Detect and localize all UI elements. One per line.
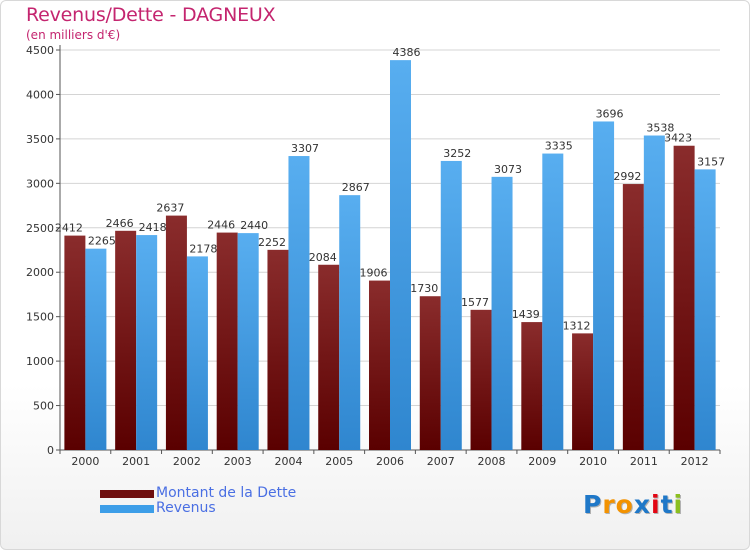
data-label-revenus: 2440 <box>240 219 268 232</box>
data-label-revenus: 3307 <box>291 142 319 155</box>
bar-dette <box>419 296 441 450</box>
chart-subtitle: (en milliers d'€) <box>26 28 121 42</box>
y-tick-label: 3500 <box>26 133 54 146</box>
logo-letter: t <box>660 490 674 519</box>
data-label-revenus: 4386 <box>393 46 421 59</box>
bar-revenus <box>694 169 716 450</box>
bar-dette <box>369 280 390 450</box>
y-tick-label: 2000 <box>26 266 54 279</box>
data-label-dette: 2992 <box>613 170 641 183</box>
bar-revenus <box>643 135 665 450</box>
bar-dette <box>318 264 340 450</box>
data-label-dette: 1906 <box>360 267 388 280</box>
x-tick-label: 2006 <box>376 455 404 468</box>
data-label-dette: 1312 <box>563 319 591 332</box>
bar-revenus <box>593 121 615 450</box>
data-label-revenus: 2418 <box>139 221 167 234</box>
bar-revenus <box>136 235 158 450</box>
bar-revenus <box>186 256 208 450</box>
data-label-dette: 1439 <box>512 308 540 321</box>
data-label-dette: 2252 <box>258 236 286 249</box>
x-tick-label: 2004 <box>274 455 302 468</box>
data-label-revenus: 3335 <box>545 140 573 153</box>
bar-revenus <box>491 176 513 450</box>
x-tick-label: 2003 <box>224 455 252 468</box>
data-label-dette: 2637 <box>156 202 184 215</box>
bar-revenus <box>339 195 361 450</box>
y-tick-label: 0 <box>47 444 54 457</box>
x-tick-label: 2000 <box>71 455 99 468</box>
bar-dette <box>673 145 695 450</box>
proxiti-logo: Proxiti <box>583 490 683 519</box>
data-label-revenus: 3157 <box>697 155 725 168</box>
x-tick-label: 2011 <box>630 455 658 468</box>
bar-dette <box>216 232 238 450</box>
data-label-dette: 2084 <box>309 251 337 264</box>
x-tick-label: 2005 <box>325 455 353 468</box>
bar-dette <box>572 333 594 450</box>
data-label-revenus: 3696 <box>596 107 624 120</box>
bar-dette <box>267 249 289 450</box>
data-label-revenus: 3073 <box>494 163 522 176</box>
legend: Montant de la Dette Revenus <box>100 486 296 516</box>
legend-label-dette: Montant de la Dette <box>156 485 297 501</box>
data-label-dette: 1577 <box>461 296 489 309</box>
logo-letter: i <box>673 490 684 519</box>
legend-label-revenus: Revenus <box>156 500 216 516</box>
logo-letter: r <box>602 490 616 519</box>
bar-revenus <box>440 160 462 450</box>
bar-revenus <box>288 156 310 451</box>
data-label-revenus: 2867 <box>342 181 370 194</box>
y-tick-label: 2500 <box>26 222 54 235</box>
data-label-revenus: 2265 <box>88 235 116 248</box>
x-tick-label: 2002 <box>173 455 201 468</box>
bar-revenus <box>85 248 107 450</box>
x-tick-label: 2009 <box>528 455 556 468</box>
bar-dette <box>622 184 644 451</box>
logo-letter: i <box>651 490 661 519</box>
legend-swatch-dette <box>100 489 154 498</box>
legend-item-dette: Montant de la Dette <box>100 486 296 501</box>
x-tick-label: 2012 <box>681 455 709 468</box>
chart-title: Revenus/Dette - DAGNEUX <box>26 4 276 26</box>
logo-letter: x <box>633 490 651 519</box>
data-label-dette: 3423 <box>664 132 692 145</box>
y-tick-label: 500 <box>33 400 54 413</box>
data-label-revenus: 3252 <box>443 147 471 160</box>
logo-letter: P <box>583 490 603 519</box>
bar-dette <box>470 309 492 450</box>
legend-swatch-revenus <box>100 504 154 513</box>
x-tick-label: 2008 <box>478 455 506 468</box>
data-label-dette: 2412 <box>55 222 83 235</box>
logo-letter: o <box>615 490 634 519</box>
bar-dette <box>521 322 543 450</box>
data-label-dette: 2466 <box>106 217 134 230</box>
x-tick-label: 2010 <box>579 455 607 468</box>
bar-revenus <box>390 60 411 451</box>
y-tick-label: 4000 <box>26 88 54 101</box>
bar-dette <box>64 235 86 450</box>
data-label-dette: 1730 <box>410 282 438 295</box>
bar-revenus <box>542 153 564 451</box>
y-tick-label: 3000 <box>26 177 54 190</box>
data-label-revenus: 3538 <box>646 122 674 135</box>
y-tick-label: 1000 <box>26 355 54 368</box>
x-tick-label: 2007 <box>427 455 455 468</box>
legend-item-revenus: Revenus <box>100 501 296 516</box>
y-tick-label: 4500 <box>26 44 54 57</box>
bar-revenus <box>237 233 259 450</box>
data-label-revenus: 2178 <box>189 242 217 255</box>
bar-dette <box>115 230 137 450</box>
data-label-dette: 2446 <box>207 219 235 232</box>
bar-dette <box>165 215 187 450</box>
x-tick-label: 2001 <box>122 455 150 468</box>
y-tick-label: 1500 <box>26 311 54 324</box>
